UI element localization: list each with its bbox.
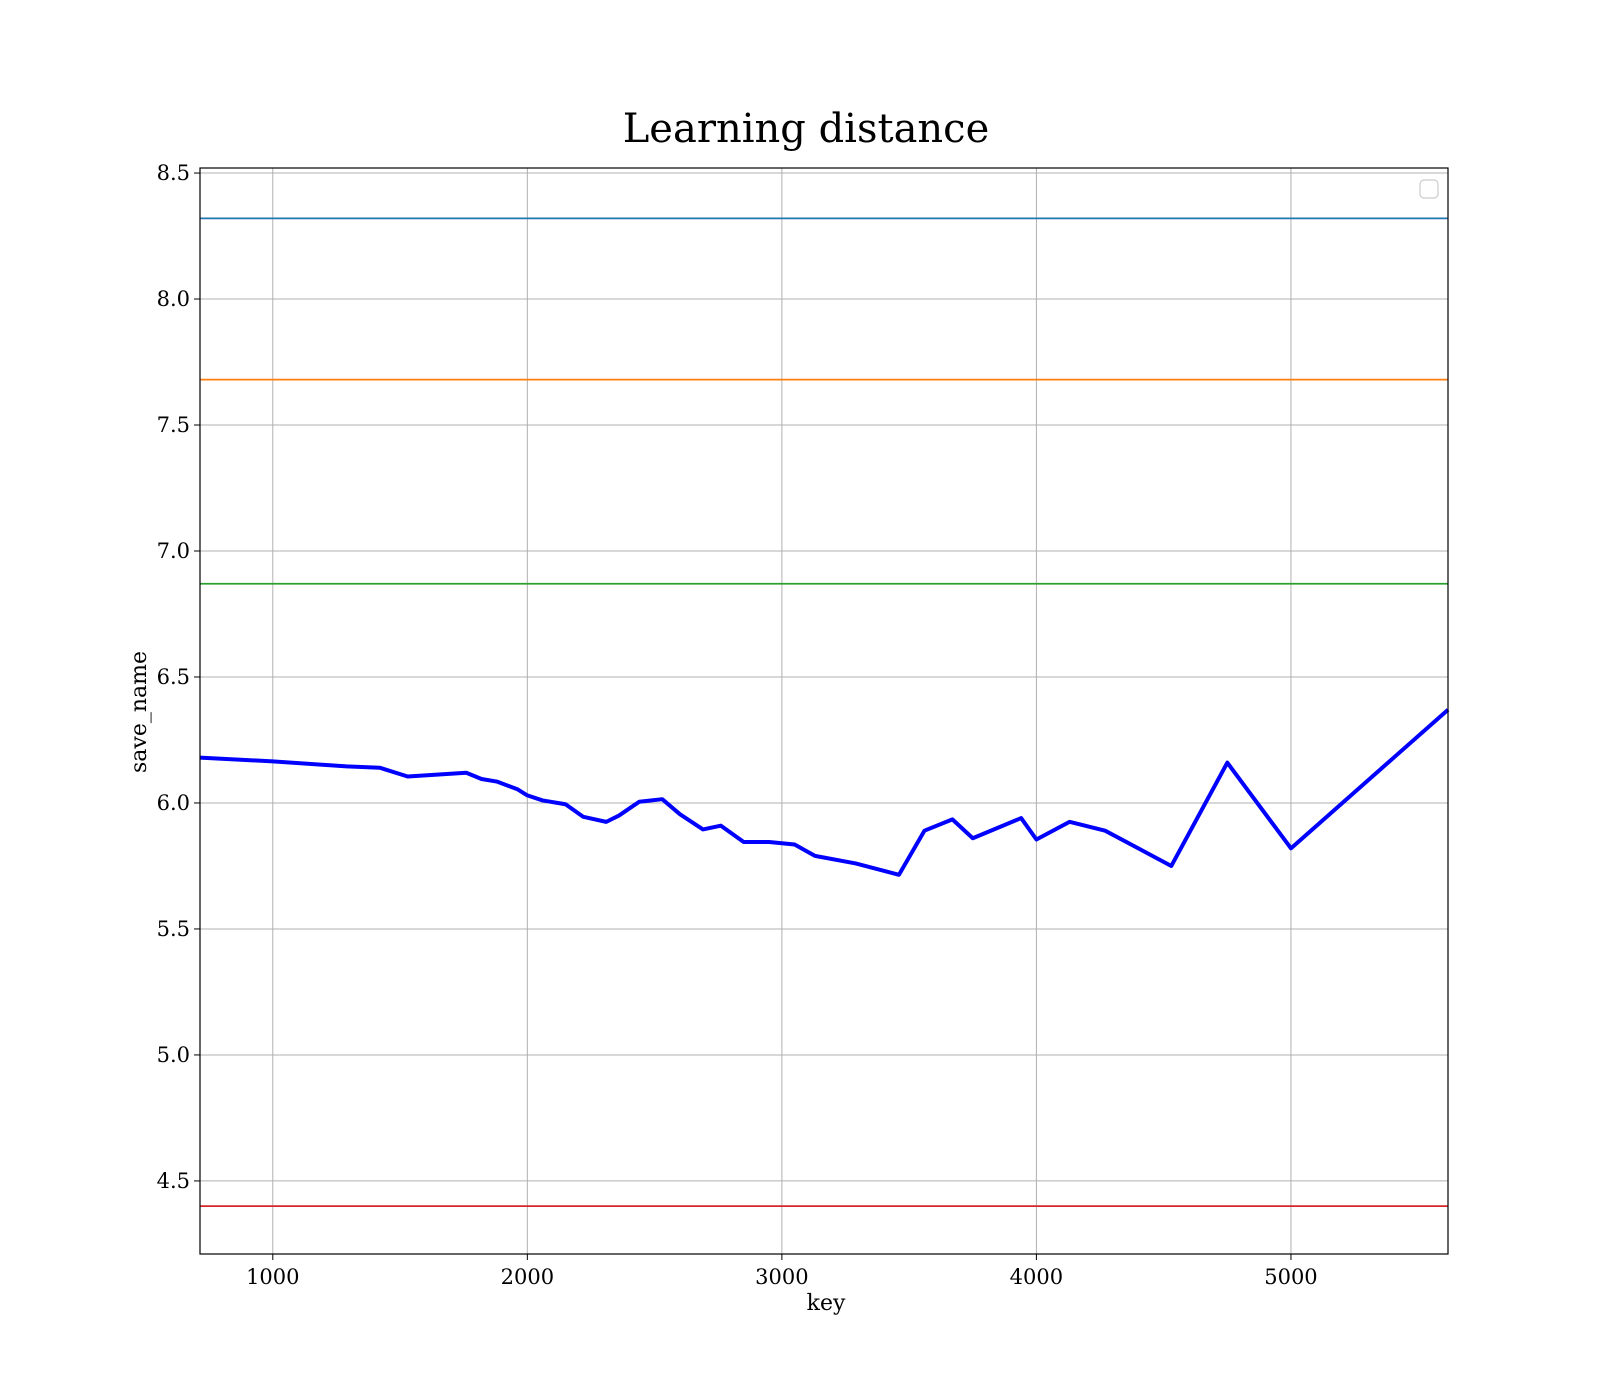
y-tick-label: 8.0 bbox=[157, 287, 190, 311]
axis-ticks: 1000 2000 3000 4000 5000 4.5 5.0 5.5 6.0 6.5 7.0 7.… bbox=[157, 161, 1318, 1289]
plot-frame bbox=[199, 167, 1449, 1255]
y-tick-label: 8.5 bbox=[157, 161, 190, 185]
x-axis-label: key bbox=[807, 1291, 846, 1316]
grid-lines bbox=[200, 168, 1448, 1254]
y-tick-label: 7.5 bbox=[157, 413, 190, 437]
x-tick-label: 4000 bbox=[1010, 1265, 1063, 1289]
y-tick-label: 6.0 bbox=[157, 791, 190, 815]
y-tick-label: 7.0 bbox=[157, 539, 190, 563]
x-tick-label: 1000 bbox=[246, 1265, 299, 1289]
y-tick-label: 5.5 bbox=[157, 917, 190, 941]
y-tick-label: 4.5 bbox=[157, 1169, 190, 1193]
plot-area bbox=[200, 168, 1448, 1254]
legend-box bbox=[1419, 179, 1439, 199]
y-tick-label: 6.5 bbox=[157, 665, 190, 689]
x-tick-label: 2000 bbox=[501, 1265, 554, 1289]
series-line bbox=[199, 708, 1450, 877]
x-tick-label: 3000 bbox=[755, 1265, 808, 1289]
chart-title: Learning distance bbox=[623, 106, 990, 152]
x-tick-label: 5000 bbox=[1264, 1265, 1317, 1289]
y-axis-label: save_name bbox=[127, 651, 152, 773]
series-lines bbox=[199, 708, 1450, 877]
reference-lines bbox=[200, 217, 1448, 1208]
y-tick-label: 5.0 bbox=[157, 1043, 190, 1067]
